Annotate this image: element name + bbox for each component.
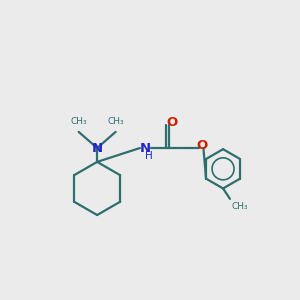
Text: CH₃: CH₃ (107, 117, 124, 126)
Text: N: N (92, 142, 103, 154)
Text: O: O (196, 139, 207, 152)
Text: O: O (166, 116, 177, 129)
Text: N: N (140, 142, 151, 154)
Text: CH₃: CH₃ (70, 117, 87, 126)
Text: H: H (145, 151, 152, 161)
Text: CH₃: CH₃ (232, 202, 248, 211)
